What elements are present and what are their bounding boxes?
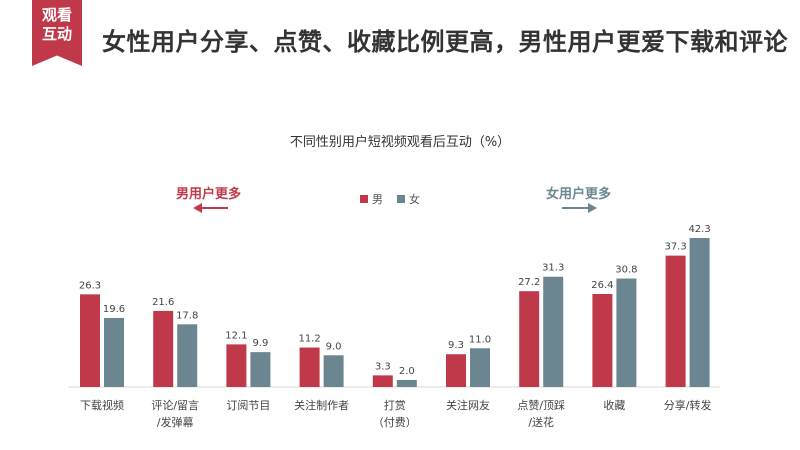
x-tick-label-6-0: 点赞/顶踩 [517, 399, 565, 412]
data-label-male-0: 26.3 [79, 280, 101, 291]
bar-female-8 [689, 238, 710, 387]
data-label-male-2: 12.1 [225, 330, 247, 341]
bar-male-6 [519, 291, 540, 387]
bar-male-1 [153, 310, 174, 387]
bar-female-6 [543, 276, 564, 387]
bar-female-2 [250, 352, 271, 387]
legend-swatch-male [360, 195, 368, 203]
x-tick-label-4-0: 打赏 [384, 398, 406, 412]
x-tick-label-8-0: 分享/转发 [664, 398, 712, 412]
x-tick-label-0-0: 下载视频 [80, 398, 124, 412]
section-tag: 观看 互动 [32, 0, 82, 66]
legend-swatch-female [397, 195, 405, 203]
bar-male-4 [372, 375, 393, 387]
x-tick-label-3-0: 关注制作者 [294, 398, 349, 412]
chart-legend: 男 女 [360, 191, 434, 207]
male-arrow-icon [193, 203, 228, 213]
male-more-annotation: 男用户更多 [176, 187, 242, 202]
chart-title: 不同性别用户短视频观看后互动（%） [289, 135, 511, 150]
bar-female-3 [323, 355, 344, 387]
bar-male-0 [80, 294, 100, 387]
bar-female-4 [396, 379, 417, 387]
data-label-female-6: 31.3 [542, 263, 564, 274]
bar-male-3 [299, 347, 320, 387]
x-tick-label-4-1: （付费） [373, 416, 417, 429]
data-label-female-5: 11.0 [469, 334, 491, 345]
x-tick-label-2-0: 订阅节目 [226, 399, 270, 412]
data-label-male-6: 27.2 [518, 277, 540, 288]
data-label-female-7: 30.8 [615, 265, 637, 276]
section-tag-text: 观看 互动 [32, 6, 82, 44]
data-label-female-0: 19.6 [103, 304, 125, 315]
legend-item-male: 男 [360, 191, 383, 207]
data-label-female-4: 2.0 [399, 366, 415, 377]
female-more-annotation: 女用户更多 [546, 187, 612, 202]
bar-male-8 [665, 255, 686, 387]
x-tick-label-6-1: /送花 [528, 415, 554, 429]
legend-item-female: 女 [397, 191, 420, 207]
x-tick-label-7-0: 收藏 [603, 398, 625, 412]
data-label-male-1: 21.6 [152, 297, 174, 308]
legend-label-female: 女 [409, 193, 420, 206]
page-headline: 女性用户分享、点赞、收藏比例更高，男性用户更爱下载和评论 [102, 28, 788, 56]
bar-male-2 [226, 344, 247, 387]
legend-label-male: 男 [372, 193, 383, 206]
bar-female-7 [616, 278, 637, 387]
data-label-female-8: 42.3 [688, 224, 710, 235]
x-tick-label-5-0: 关注网友 [446, 398, 490, 412]
data-label-female-1: 17.8 [176, 310, 198, 321]
data-label-male-3: 11.2 [298, 334, 320, 345]
bar-female-5 [470, 348, 490, 387]
bar-male-7 [592, 294, 613, 387]
x-tick-label-1-0: 评论/留言 [151, 398, 199, 412]
bar-male-5 [446, 354, 466, 387]
x-tick-label-1-1: /发弹幕 [157, 415, 194, 429]
bar-female-1 [177, 324, 198, 387]
data-label-male-7: 26.4 [591, 280, 613, 291]
section-tag-line2: 互动 [41, 25, 72, 43]
bar-female-0 [104, 317, 124, 387]
data-label-male-5: 9.3 [448, 340, 464, 351]
data-label-male-8: 37.3 [664, 242, 686, 253]
section-tag-line1: 观看 [41, 6, 72, 24]
data-label-male-4: 3.3 [375, 361, 391, 372]
data-label-female-2: 9.9 [252, 338, 268, 349]
female-arrow-icon [562, 203, 597, 213]
data-label-female-3: 9.0 [326, 341, 342, 352]
